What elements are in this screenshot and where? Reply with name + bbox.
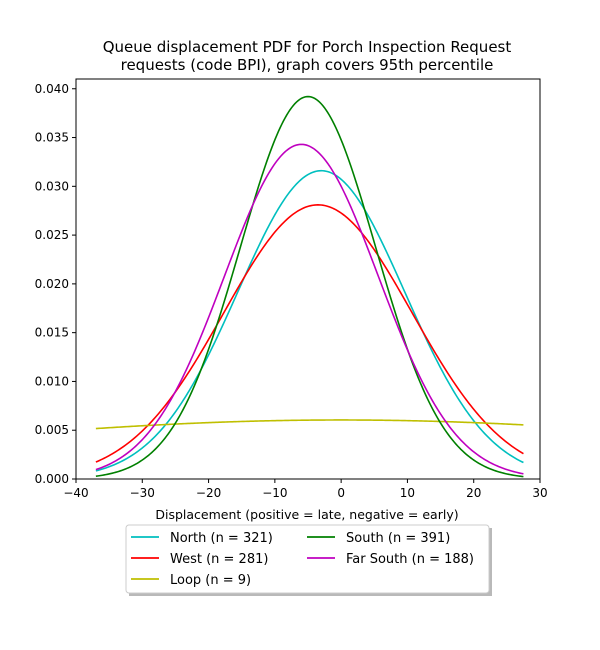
chart-title-line-1: Queue displacement PDF for Porch Inspect… [103, 38, 512, 56]
legend-box [125, 524, 490, 594]
x-tick-label: 20 [466, 486, 481, 500]
plot-area [75, 78, 541, 480]
y-tick-label: 0.010 [35, 374, 69, 388]
y-tick-label: 0.005 [35, 423, 69, 437]
series-line-1 [95, 204, 524, 463]
series-line-3 [95, 95, 524, 478]
x-tick-label: −40 [63, 486, 88, 500]
x-tick-label: 0 [337, 486, 345, 500]
series-line-0 [95, 169, 524, 472]
y-tick-label: 0.020 [35, 277, 69, 291]
y-tick-label: 0.040 [35, 82, 69, 96]
series-lines [95, 95, 524, 478]
legend-label: Loop (n = 9) [170, 573, 251, 588]
y-axis: 0.000 0.005 0.010 0.015 0.020 0.025 0.030 0.035… [35, 82, 76, 486]
y-tick-label: 0.035 [35, 131, 69, 145]
x-tick-label: 10 [400, 486, 415, 500]
legend: North (n = 321) West (n = 281) Loop (n = 9… [125, 524, 492, 596]
series-line-2 [95, 419, 524, 430]
legend-label: North (n = 321) [170, 531, 273, 546]
y-tick-label: 0.015 [35, 326, 69, 340]
x-tick-label: −10 [262, 486, 287, 500]
x-axis: −40 −30 −20 −10 0 10 20 30 [63, 479, 548, 500]
chart-title: Queue displacement PDF for Porch Inspect… [103, 38, 512, 74]
chart-title-line-2: requests (code BPI), graph covers 95th p… [121, 56, 494, 74]
y-tick-label: 0.030 [35, 179, 69, 193]
y-tick-label: 0.025 [35, 228, 69, 242]
legend-label: Far South (n = 188) [346, 552, 474, 567]
x-tick-label: −30 [130, 486, 155, 500]
x-axis-label: Displacement (positive = late, negative … [155, 507, 458, 522]
legend-label: South (n = 391) [346, 531, 450, 546]
y-tick-label: 0.000 [35, 472, 69, 486]
series-line-4 [95, 143, 524, 475]
x-tick-label: −20 [196, 486, 221, 500]
x-tick-label: 30 [532, 486, 547, 500]
legend-label: West (n = 281) [170, 552, 268, 567]
